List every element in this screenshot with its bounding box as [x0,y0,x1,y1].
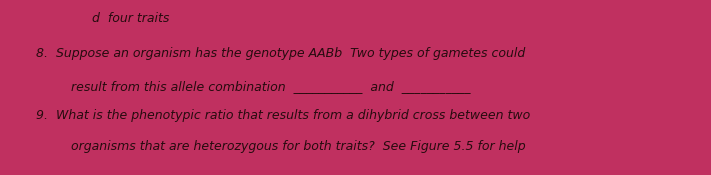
Text: result from this allele combination  ___________  and  ___________: result from this allele combination ____… [71,80,471,93]
Text: organisms that are heterozygous for both traits?  See Figure 5.5 for help: organisms that are heterozygous for both… [71,140,525,153]
Text: 9.  What is the phenotypic ratio that results from a dihybrid cross between two: 9. What is the phenotypic ratio that res… [36,108,530,121]
Text: d  four traits: d four traits [92,12,170,25]
Text: ___________: ___________ [36,166,105,175]
Text: 8.  Suppose an organism has the genotype AABb  Two types of gametes could: 8. Suppose an organism has the genotype … [36,47,525,60]
